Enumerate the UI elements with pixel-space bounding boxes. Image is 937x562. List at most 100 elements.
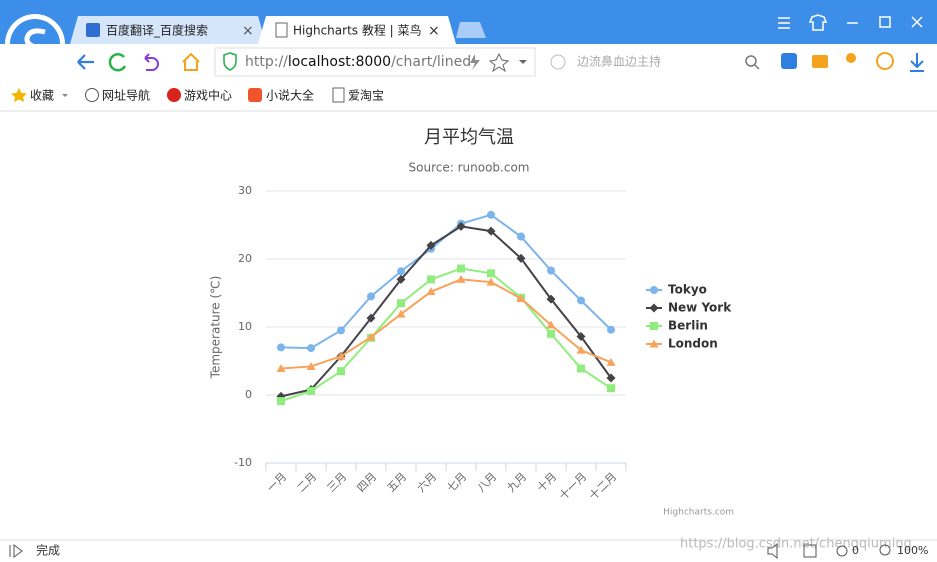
watermark: https://blog.csdn.net/chengqiuming [680, 537, 912, 552]
sound-button[interactable] [767, 542, 778, 560]
marker [487, 269, 495, 278]
zoom-level[interactable]: 100% [897, 544, 928, 557]
tab-icon [275, 22, 288, 38]
adblock-count: 0 [852, 544, 859, 557]
new-tab[interactable] [456, 22, 486, 38]
chart-subtitle: Source: runoob.com [409, 161, 530, 175]
marker [277, 343, 285, 352]
marker [456, 274, 466, 283]
tab-close[interactable]: × [242, 23, 254, 39]
menu-button[interactable] [778, 17, 790, 29]
series-line [280, 267, 612, 403]
download-button[interactable] [910, 53, 924, 72]
search-placeholder[interactable]: 边流鼻血边主持 [577, 54, 661, 69]
marker [337, 367, 345, 376]
search-button[interactable] [745, 55, 757, 67]
bookmark-icon [167, 88, 181, 102]
search-bar[interactable] [541, 48, 766, 76]
address-text[interactable]: http://localhost:8000/chart/lined [245, 54, 471, 70]
bookmark[interactable]: 爱淘宝 [348, 89, 384, 103]
legend-label: Berlin [668, 319, 708, 333]
address-scheme: http:// [245, 54, 288, 70]
speed-icon[interactable] [470, 54, 480, 70]
sidebar-toggle[interactable] [9, 544, 23, 558]
bookmark[interactable]: 收藏 [30, 89, 54, 103]
maximize-button[interactable] [879, 16, 891, 28]
extension-icon[interactable] [781, 53, 797, 69]
extension-icon[interactable] [812, 55, 828, 68]
zoom-icon[interactable] [879, 544, 891, 556]
legend-item[interactable]: London [646, 337, 718, 351]
bookmark[interactable]: 网址导航 [102, 88, 150, 103]
undo-button[interactable] [144, 53, 159, 71]
adblock-icon[interactable] [836, 545, 848, 557]
chart-title: 月平均气温 [424, 127, 514, 148]
legend-marker [649, 339, 659, 348]
marker [397, 267, 405, 276]
screenshot-button[interactable] [803, 544, 817, 558]
marker [517, 232, 525, 241]
marker [547, 329, 555, 338]
legend-marker [650, 286, 658, 294]
search-button-handle [754, 64, 760, 70]
marker [307, 344, 315, 353]
y-tick-label: -10 [234, 456, 252, 469]
address-bar[interactable] [214, 47, 536, 77]
bookmark-icon [85, 88, 99, 102]
marker [486, 226, 496, 236]
legend-item[interactable]: Berlin [646, 319, 708, 333]
marker [457, 264, 465, 273]
bookmarks-bar [0, 80, 937, 111]
bookmark[interactable]: 游戏中心 [184, 88, 232, 103]
credits[interactable]: Highcharts.com [663, 508, 734, 518]
marker [396, 274, 406, 284]
extension-icon[interactable] [876, 52, 894, 70]
marker [366, 332, 376, 341]
bookmark-icon [11, 88, 27, 102]
legend-label: London [668, 337, 718, 351]
refresh-button[interactable] [108, 52, 127, 72]
legend-marker [650, 322, 658, 330]
marker [516, 293, 526, 302]
marker [577, 364, 585, 373]
marker [306, 361, 316, 370]
y-axis-title: Temperature (℃) [209, 276, 223, 380]
legend-label: New York [668, 301, 732, 315]
skin-button[interactable] [808, 14, 828, 31]
tab-close[interactable]: × [428, 23, 440, 39]
marker [547, 266, 555, 275]
close-button[interactable] [911, 16, 923, 28]
marker [576, 332, 586, 342]
legend-item[interactable]: Tokyo [646, 283, 707, 297]
tab-title[interactable]: Highcharts 教程 | 菜鸟 [293, 23, 422, 38]
marker [607, 384, 615, 393]
marker [337, 326, 345, 335]
secure-icon [223, 52, 237, 71]
marker [576, 345, 586, 354]
marker [607, 325, 615, 334]
bookmark[interactable]: 小说大全 [266, 88, 314, 103]
tab[interactable] [70, 16, 266, 44]
marker [396, 309, 406, 318]
marker [427, 275, 435, 284]
extension-icon[interactable] [846, 53, 856, 63]
dropdown[interactable] [62, 94, 68, 97]
back-button[interactable] [77, 54, 94, 70]
home-button[interactable] [182, 52, 200, 71]
legend-marker [649, 303, 659, 313]
page-content [0, 112, 937, 540]
marker [397, 299, 405, 308]
marker [426, 287, 436, 296]
marker [516, 253, 526, 263]
marker [546, 320, 556, 329]
legend-item[interactable]: New York [646, 301, 732, 315]
tab-active[interactable] [258, 16, 456, 44]
marker [606, 357, 616, 366]
y-tick-label: 20 [238, 252, 252, 265]
tab-title[interactable]: 百度翻译_百度搜索 [106, 23, 208, 38]
bookmark-star[interactable] [488, 52, 510, 73]
status-bar [0, 540, 937, 562]
dropdown[interactable] [519, 60, 527, 64]
marker [276, 363, 286, 372]
